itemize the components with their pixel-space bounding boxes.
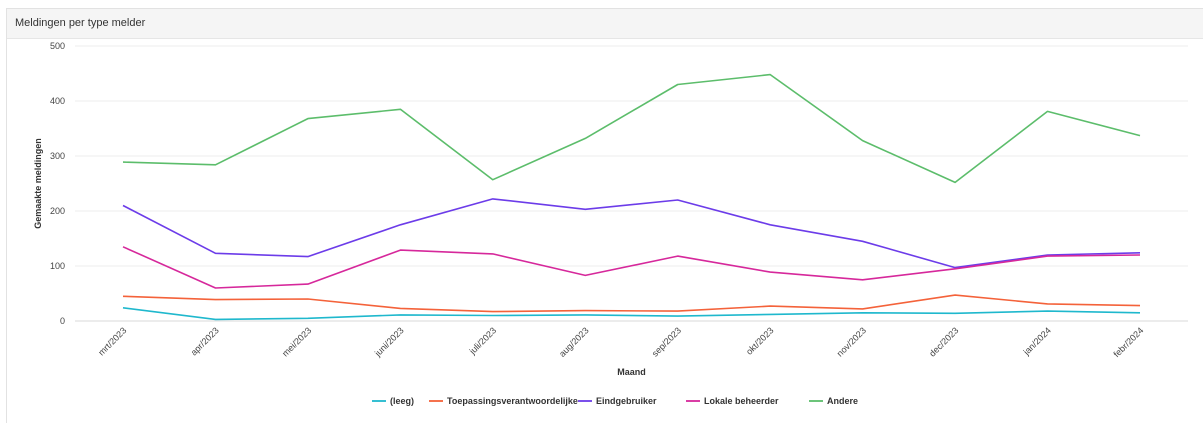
- y-tick-label: 300: [50, 151, 65, 161]
- x-tick-label: apr/2023: [189, 325, 221, 357]
- y-tick-label: 400: [50, 96, 65, 106]
- x-tick-label: jan/2024: [1021, 325, 1053, 357]
- panel-title: Meldingen per type melder: [15, 17, 146, 29]
- y-axis-title: Gemaakte meldingen: [33, 138, 43, 229]
- x-tick-label: dec/2023: [927, 325, 960, 358]
- panel-header: Meldingen per type melder: [7, 9, 1203, 39]
- legend-label: Andere: [827, 396, 858, 406]
- x-tick-label: aug/2023: [557, 325, 591, 359]
- legend-item[interactable]: Toepassingsverantwoordelijke: [429, 396, 578, 406]
- x-tick-label: mei/2023: [280, 325, 313, 358]
- chart-panel: Meldingen per type melder: [6, 8, 1203, 423]
- legend: (leeg) Toepassingsverantwoordelijke Eindge…: [372, 396, 858, 406]
- series-line-4: [122, 73, 1141, 184]
- series-line-2: [122, 198, 1141, 269]
- y-tick-label: 200: [50, 206, 65, 216]
- series-line-1: [122, 294, 1141, 313]
- x-tick-label: juli/2023: [467, 325, 498, 356]
- legend-label: (leeg): [390, 396, 414, 406]
- x-tick-label: juni/2023: [372, 325, 406, 359]
- series-line-0: [122, 307, 1141, 321]
- legend-item[interactable]: Andere: [809, 396, 858, 406]
- series-line-3: [122, 246, 1141, 289]
- y-tick-label: 500: [50, 41, 65, 51]
- x-axis-title: Maand: [617, 367, 646, 377]
- legend-label: Lokale beheerder: [704, 396, 779, 406]
- legend-label: Eindgebruiker: [596, 396, 657, 406]
- x-tick-label: okt/2023: [744, 325, 775, 356]
- x-tick-label: mrt/2023: [96, 325, 128, 357]
- y-tick-label: 0: [60, 316, 65, 326]
- legend-item[interactable]: Eindgebruiker: [578, 396, 657, 406]
- legend-label: Toepassingsverantwoordelijke: [447, 396, 578, 406]
- x-tick-label: febr/2024: [1111, 325, 1145, 359]
- legend-item[interactable]: Lokale beheerder: [686, 396, 779, 406]
- x-tick-label: nov/2023: [835, 325, 868, 358]
- x-tick-label: sep/2023: [650, 325, 683, 358]
- legend-item[interactable]: (leeg): [372, 396, 414, 406]
- y-tick-label: 100: [50, 261, 65, 271]
